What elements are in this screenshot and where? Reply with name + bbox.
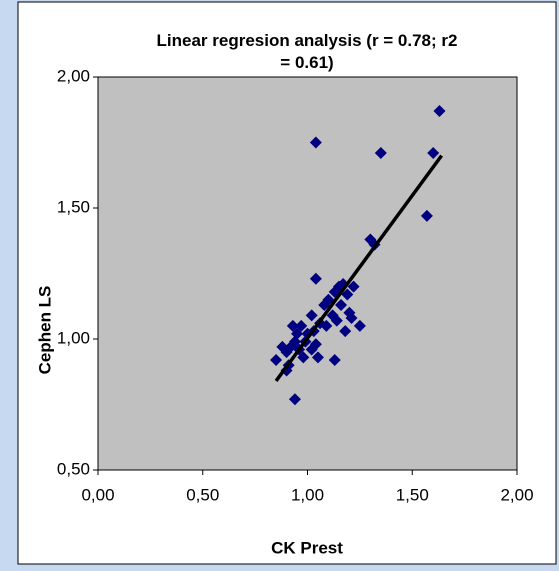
data-point [288,335,301,348]
plot-area [97,76,518,471]
data-point [309,136,322,149]
y-tick-label: 0,50 [57,459,90,478]
data-point [420,209,433,222]
data-point [335,298,348,311]
y-tick-label: 1,00 [57,328,90,347]
data-point [288,393,301,406]
data-point [427,146,440,159]
x-tick-label: 2,00 [500,485,533,504]
data-point [297,351,310,364]
data-point [309,272,322,285]
data-point [339,325,352,338]
data-point [330,314,343,327]
data-point [353,319,366,332]
x-tick-label: 1,50 [396,485,429,504]
data-point [311,351,324,364]
y-axis-label: Cephen LS [35,286,54,375]
data-point [305,309,318,322]
data-point [433,105,446,118]
x-tick-label: 0,00 [81,485,114,504]
data-point [374,146,387,159]
x-axis-label: CK Prest [271,538,343,557]
data-point [286,319,299,332]
data-point [345,312,358,325]
data-point [318,298,331,311]
x-tick-label: 0,50 [186,485,219,504]
x-tick-label: 1,00 [291,485,324,504]
data-point [270,353,283,366]
data-point [320,319,333,332]
data-point [305,343,318,356]
regression-line [274,154,443,382]
chart-title: Linear regresion analysis (r = 0.78; r2 =… [157,31,458,72]
data-point [328,353,341,366]
data-point [347,280,360,293]
y-tick-label: 1,50 [57,197,90,216]
data-point [276,340,289,353]
plot-background [97,76,518,471]
y-tick-label: 2,00 [57,66,90,85]
data-point [295,319,308,332]
data-point [341,288,354,301]
